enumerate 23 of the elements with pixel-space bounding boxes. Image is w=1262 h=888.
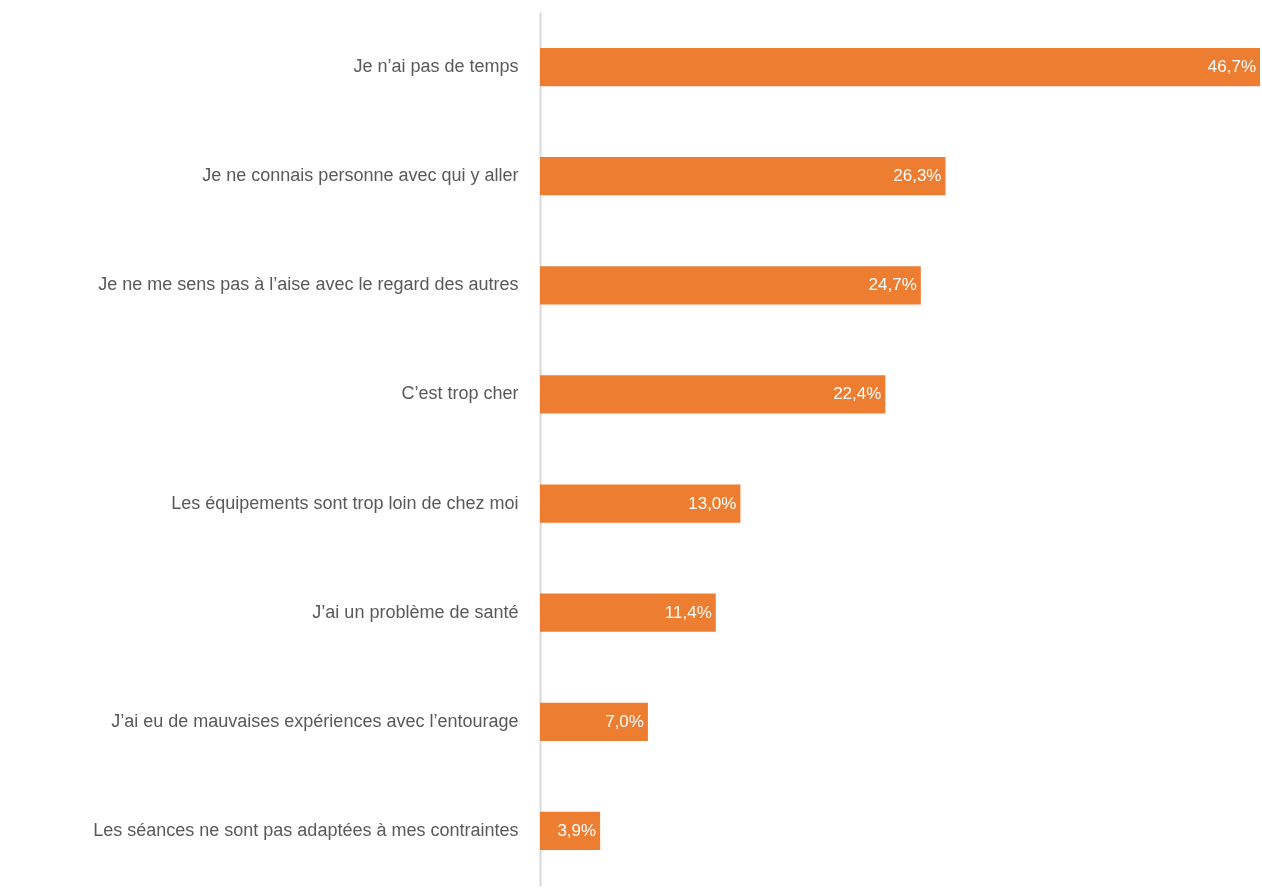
data-label: 26,3% xyxy=(893,166,942,186)
bar xyxy=(540,375,886,414)
bar xyxy=(540,48,1260,87)
bar xyxy=(540,484,741,523)
y-tick-label: J’ai eu de mauvaises expériences avec l’entourage xyxy=(111,710,519,731)
y-tick-label: Je n’ai pas de temps xyxy=(353,56,519,77)
y-tick-label: Je ne connais personne avec qui y aller xyxy=(202,165,519,186)
data-label: 46,7% xyxy=(1207,57,1256,77)
y-tick-label: J’ai un problème de santé xyxy=(312,601,519,622)
data-label: 3,9% xyxy=(557,820,597,840)
bar xyxy=(540,702,648,741)
y-tick-label: Les équipements sont trop loin de chez moi xyxy=(171,492,519,513)
data-label: 13,0% xyxy=(688,493,737,513)
data-label: 7,0% xyxy=(605,711,644,731)
y-tick-label: C’est trop cher xyxy=(401,383,519,404)
bar xyxy=(540,593,716,632)
bar xyxy=(540,266,921,305)
y-tick-label: Je ne me sens pas à l’aise avec le regard des autres xyxy=(98,274,519,295)
data-label: 11,4% xyxy=(664,602,712,622)
y-tick-label: Les séances ne sont pas adaptées à mes contraintes xyxy=(93,819,519,840)
data-label: 22,4% xyxy=(833,384,882,404)
data-label: 24,7% xyxy=(868,275,917,295)
bar xyxy=(540,157,946,196)
